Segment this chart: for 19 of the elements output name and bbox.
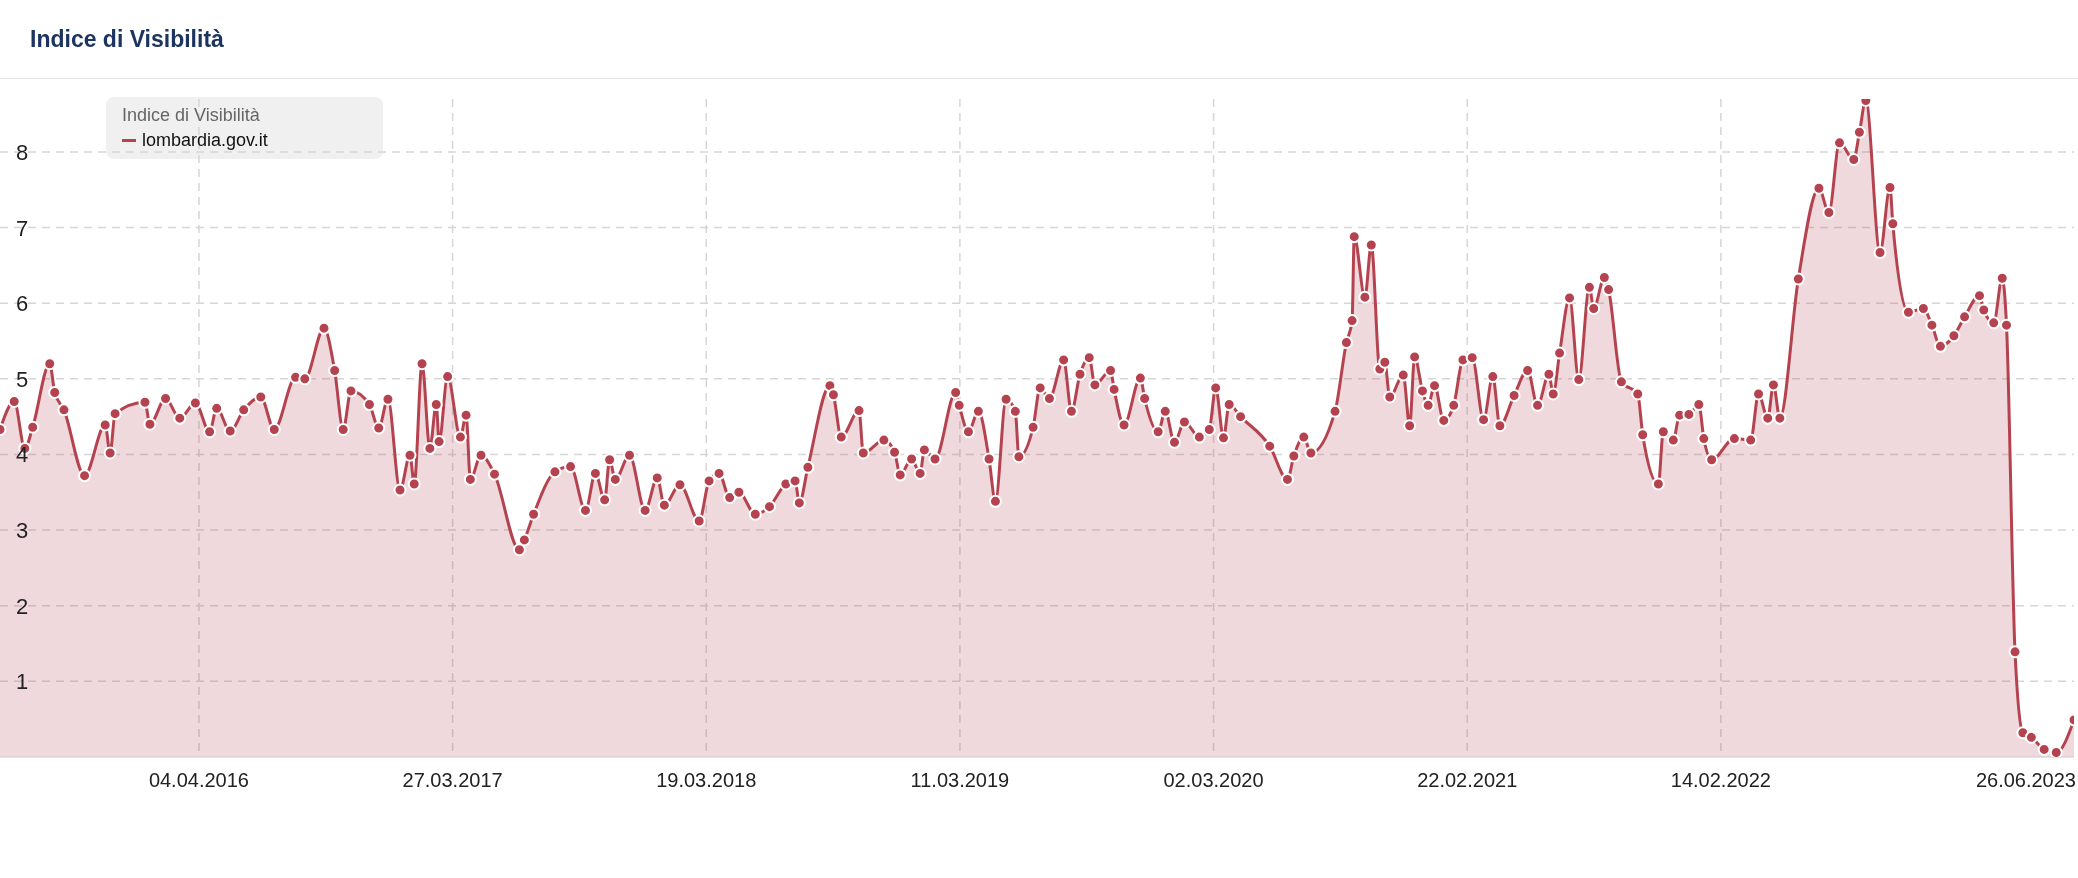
x-tick-label: 04.04.2016: [148, 769, 249, 791]
legend-title: Indice di Visibilità: [122, 105, 261, 126]
x-tick-label: 14.02.2022: [1670, 769, 1771, 791]
y-tick-label: 1: [15, 669, 29, 695]
x-tick-label: 11.03.2019: [910, 769, 1010, 791]
chart-title: Indice di Visibilità: [30, 25, 224, 53]
x-tick-label: 26.06.2023: [1975, 769, 2076, 791]
x-tick-label: 19.03.2018: [656, 769, 757, 791]
x-tick-label: 27.03.2017: [402, 769, 503, 791]
x-tick-label: 22.02.2021: [1417, 769, 1518, 791]
y-tick-label: 8: [15, 139, 29, 165]
y-tick-label: 7: [15, 215, 29, 241]
legend-label: lombardia.gov.it: [142, 130, 268, 151]
y-tick-label: 3: [15, 518, 29, 544]
y-tick-label: 5: [15, 366, 29, 392]
y-tick-label: 2: [15, 593, 29, 619]
x-tick-label: 02.03.2020: [1163, 769, 1264, 791]
y-tick-label: 6: [15, 291, 29, 317]
y-tick-label: 4: [15, 442, 29, 468]
